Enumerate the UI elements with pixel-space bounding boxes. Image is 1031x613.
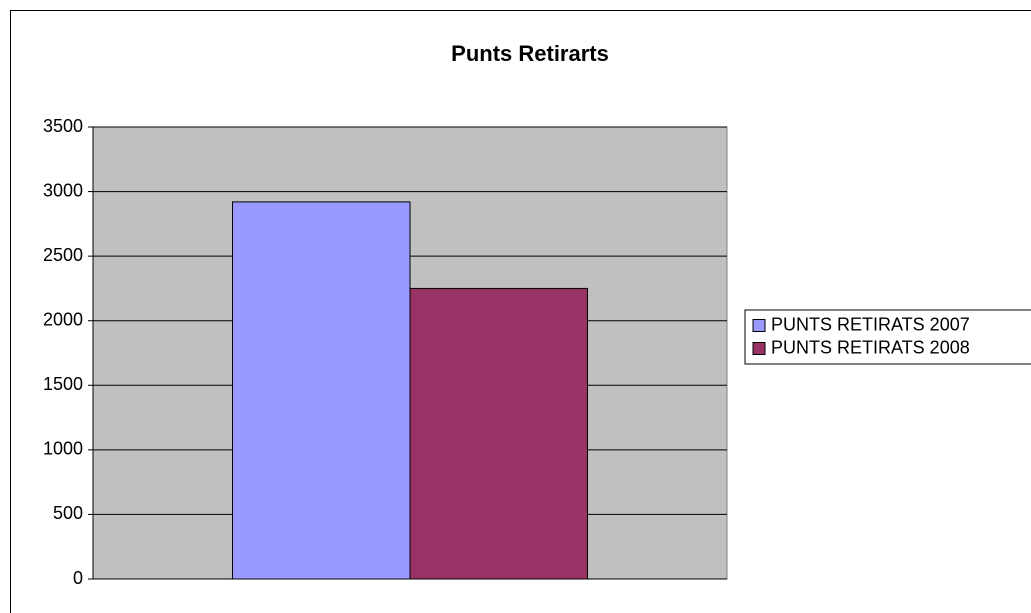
- y-tick-label: 0: [73, 568, 83, 588]
- legend-label: PUNTS RETIRATS 2008: [771, 337, 970, 357]
- y-tick-label: 3000: [43, 180, 83, 200]
- legend-swatch: [752, 342, 766, 355]
- y-tick-label: 500: [53, 503, 83, 523]
- chart-title: Punts Retirarts: [451, 41, 609, 66]
- bar: [409, 287, 589, 580]
- y-tick-label: 2000: [43, 309, 83, 329]
- legend-swatch: [752, 319, 766, 332]
- y-tick-label: 2500: [43, 245, 83, 265]
- bar: [231, 201, 411, 580]
- legend-box: [744, 309, 1031, 365]
- y-tick-label: 1000: [43, 439, 83, 459]
- legend-label: PUNTS RETIRATS 2007: [771, 314, 970, 334]
- y-tick-label: 3500: [43, 116, 83, 136]
- y-tick-label: 1500: [43, 374, 83, 394]
